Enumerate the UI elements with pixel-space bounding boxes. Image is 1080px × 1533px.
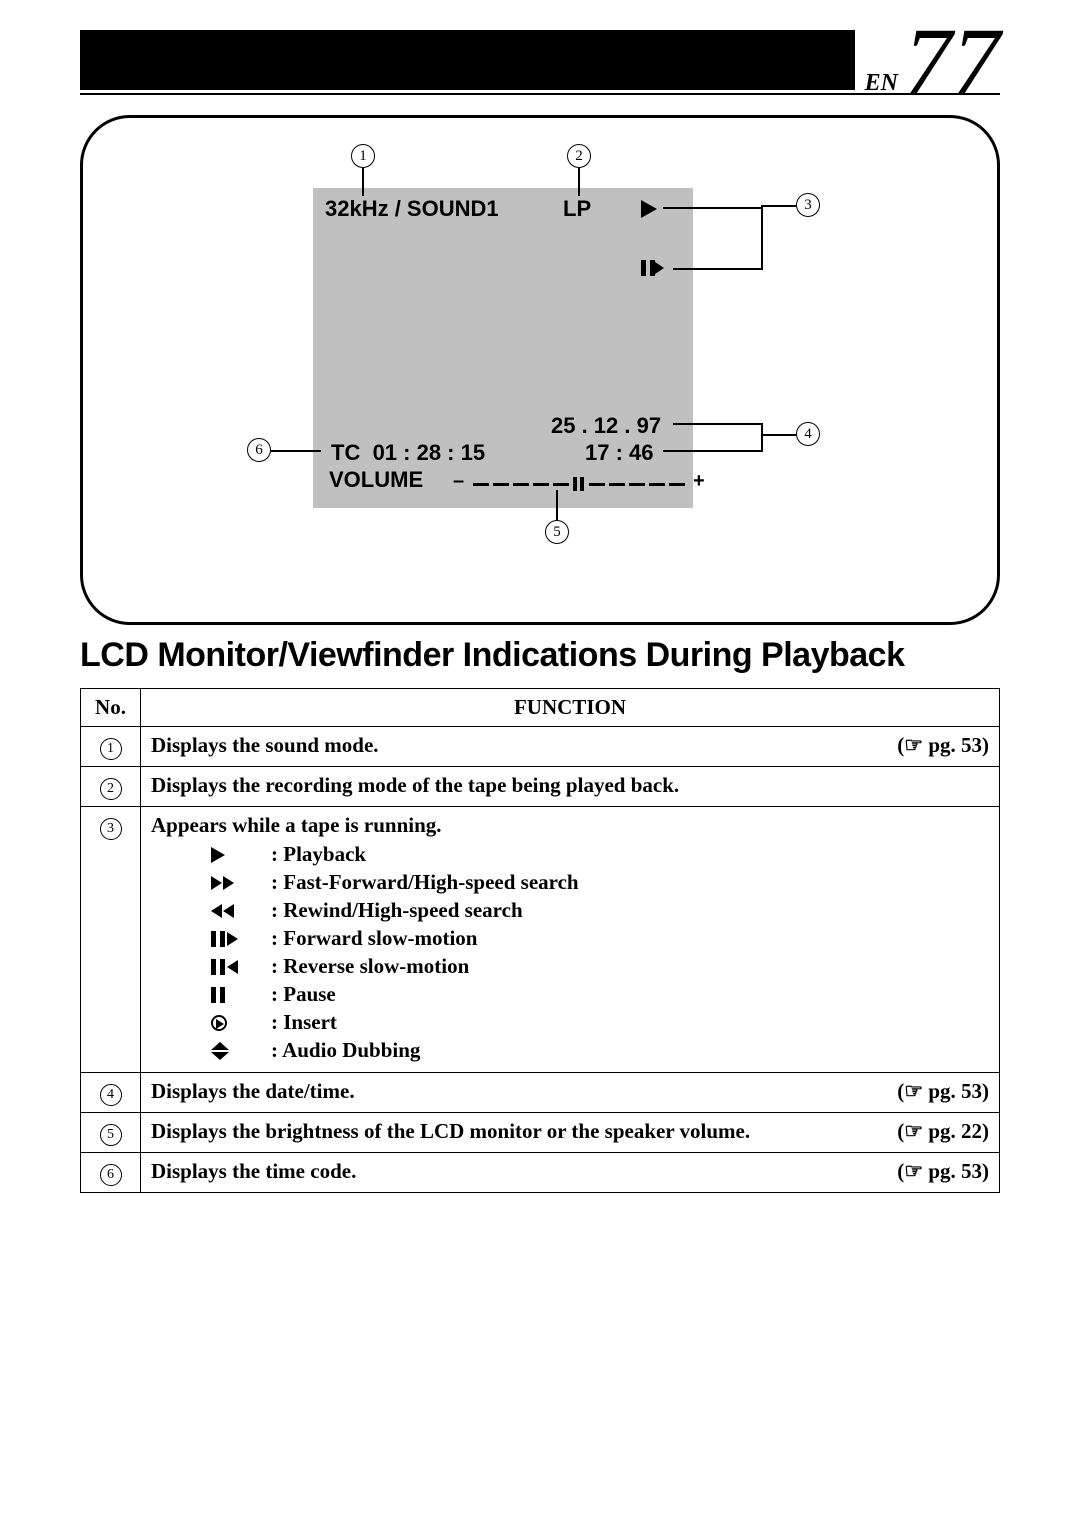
tc-value: 01 : 28 : 15 <box>373 440 486 465</box>
fwd-slow-icon <box>211 931 238 947</box>
icon-label: : Fast-Forward/High-speed search <box>271 870 579 895</box>
play-icon <box>211 847 225 863</box>
page-number-block: EN 77 <box>855 24 1000 101</box>
leader-6 <box>271 450 321 452</box>
tc-label: TC <box>331 440 360 465</box>
callout-4: 4 <box>796 422 820 446</box>
callout-2: 2 <box>567 144 591 168</box>
rev-slow-icon <box>211 959 238 975</box>
row-num: 4 <box>100 1084 122 1106</box>
insert-icon <box>211 1015 227 1031</box>
section-title: LCD Monitor/Viewfinder Indications Durin… <box>80 636 905 675</box>
icon-label: : Rewind/High-speed search <box>271 898 523 923</box>
volume-minus: – <box>453 470 464 493</box>
osd-time: 17 : 46 <box>585 440 654 466</box>
osd-sound: 32kHz / SOUND1 <box>325 196 499 222</box>
row-text: Displays the brightness of the LCD monit… <box>151 1119 750 1144</box>
header-function: FUNCTION <box>141 689 1000 727</box>
table-row: 2 Displays the recording mode of the tap… <box>81 767 1000 807</box>
leader-4b <box>663 450 761 452</box>
icon-label: : Reverse slow-motion <box>271 954 469 979</box>
rew-icon <box>211 904 234 918</box>
viewfinder-diagram: 32kHz / SOUND1 LP 25 . 12 . 97 TC 01 : 2… <box>80 115 1000 625</box>
icon-label: : Insert <box>271 1010 337 1035</box>
volume-bar <box>473 477 685 491</box>
leader-4h <box>761 434 796 436</box>
lang-label: EN <box>865 70 898 97</box>
icon-label: : Audio Dubbing <box>271 1038 420 1063</box>
leader-2 <box>578 168 580 196</box>
table-row: 6 Displays the time code. (☞ pg. 53) <box>81 1153 1000 1193</box>
row-num: 1 <box>100 738 122 760</box>
table-row: 3 Appears while a tape is running. : Pla… <box>81 807 1000 1073</box>
leader-4v <box>761 423 763 452</box>
leader-4a <box>673 423 761 425</box>
ff-icon <box>211 876 234 890</box>
icon-list: : Playback : Fast-Forward/High-speed sea… <box>151 842 989 1063</box>
volume-plus: + <box>693 470 705 493</box>
callout-5: 5 <box>545 520 569 544</box>
row-text: Displays the sound mode. <box>151 733 379 758</box>
leader-3h <box>761 205 796 207</box>
page-ref: (☞ pg. 53) <box>897 1079 989 1104</box>
osd-mode: LP <box>563 196 591 222</box>
dub-icon <box>211 1042 229 1060</box>
page-number: 77 <box>904 24 1000 101</box>
leader-3v <box>761 205 763 270</box>
play-icon <box>641 200 657 218</box>
leader-3a <box>663 207 761 209</box>
row-num: 6 <box>100 1164 122 1186</box>
row-num: 2 <box>100 778 122 800</box>
table-row: 4 Displays the date/time. (☞ pg. 53) <box>81 1073 1000 1113</box>
osd-tc: TC 01 : 28 : 15 <box>331 440 485 466</box>
icon-label: : Forward slow-motion <box>271 926 477 951</box>
icon-label: : Pause <box>271 982 336 1007</box>
table-header-row: No. FUNCTION <box>81 689 1000 727</box>
row-num: 3 <box>100 818 122 840</box>
page-ref: (☞ pg. 22) <box>897 1119 989 1144</box>
page-header: EN 77 <box>80 30 1000 90</box>
osd-date: 25 . 12 . 97 <box>551 413 661 439</box>
leader-3b <box>673 268 761 270</box>
pause-icon <box>211 987 225 1003</box>
osd-volume-label: VOLUME <box>329 467 423 493</box>
table-row: 1 Displays the sound mode. (☞ pg. 53) <box>81 727 1000 767</box>
header-no: No. <box>81 689 141 727</box>
callout-6: 6 <box>247 438 271 462</box>
page-ref: (☞ pg. 53) <box>897 1159 989 1184</box>
page-ref: (☞ pg. 53) <box>897 733 989 758</box>
row-text: Displays the date/time. <box>151 1079 355 1104</box>
callout-1: 1 <box>351 144 375 168</box>
row-num: 5 <box>100 1124 122 1146</box>
function-table: No. FUNCTION 1 Displays the sound mode. (… <box>80 688 1000 1193</box>
table-row: 5 Displays the brightness of the LCD mon… <box>81 1113 1000 1153</box>
leader-1 <box>362 168 364 196</box>
callout-3: 3 <box>796 193 820 217</box>
row-text: Displays the time code. <box>151 1159 356 1184</box>
pause-play-icon <box>641 260 664 276</box>
icon-label: : Playback <box>271 842 366 867</box>
row-text: Appears while a tape is running. <box>151 813 442 837</box>
leader-5 <box>556 490 558 520</box>
row-text: Displays the recording mode of the tape … <box>151 773 679 797</box>
